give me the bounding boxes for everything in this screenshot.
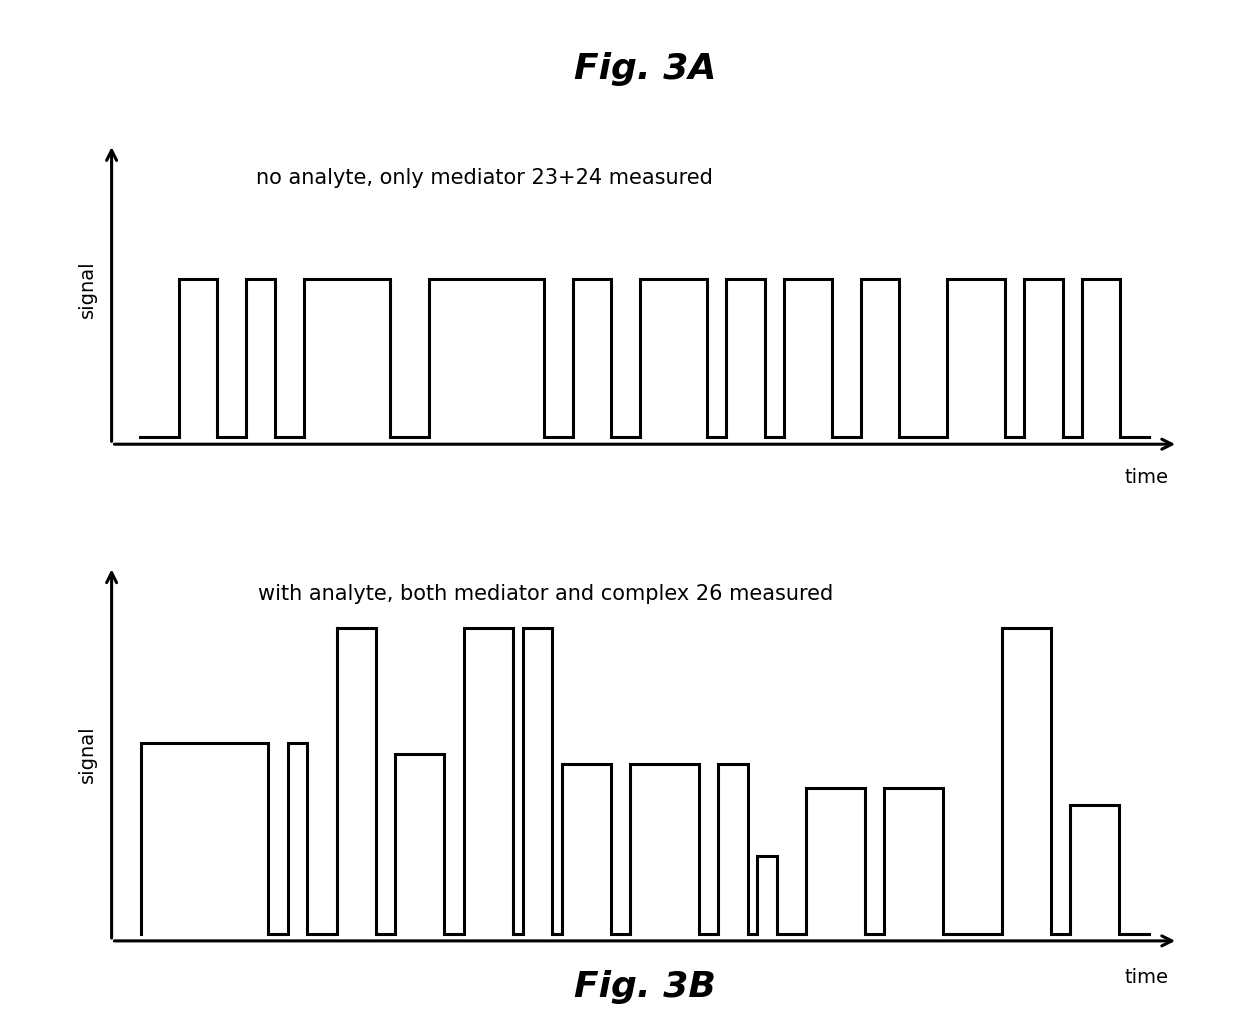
Text: no analyte, only mediator 23+24 measured: no analyte, only mediator 23+24 measured [255,168,713,187]
Text: with analyte, both mediator and complex 26 measured: with analyte, both mediator and complex … [258,584,833,604]
Text: time: time [1125,468,1168,487]
Text: Fig. 3A: Fig. 3A [574,52,715,85]
Text: signal: signal [78,261,97,318]
Text: time: time [1125,968,1168,987]
Text: signal: signal [78,725,97,783]
Text: Fig. 3B: Fig. 3B [574,970,715,1004]
